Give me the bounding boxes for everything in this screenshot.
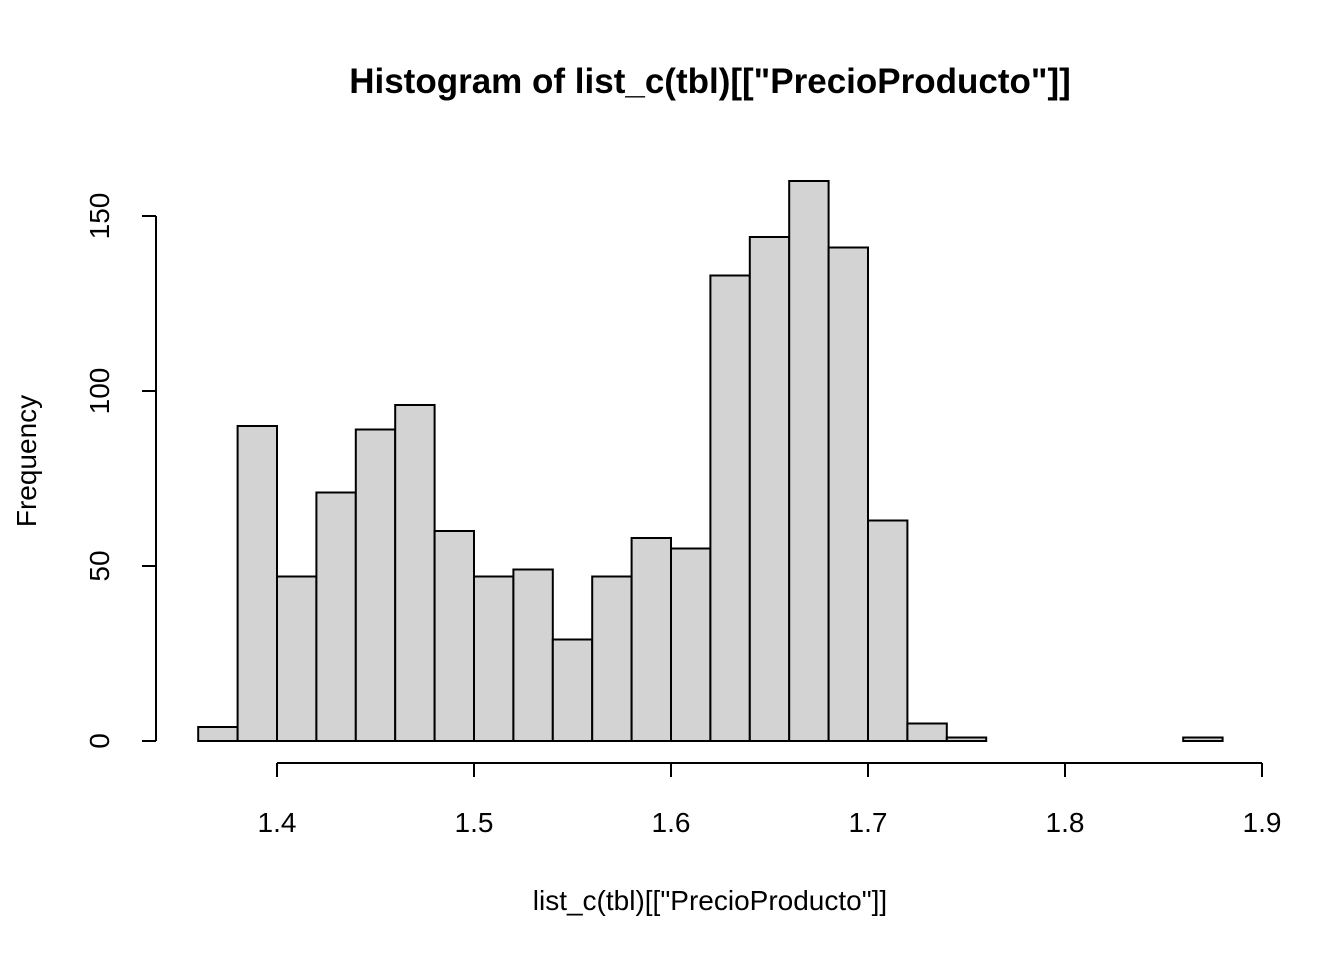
- x-axis-label: list_c(tbl)[["PrecioProducto"]]: [533, 885, 887, 916]
- x-tick-label: 1.6: [652, 807, 691, 838]
- histogram-bar: [276, 575, 318, 742]
- histogram-bar: [315, 491, 357, 742]
- histogram-bar: [630, 537, 672, 742]
- histogram-bar: [906, 722, 948, 742]
- x-tick-label: 1.5: [455, 807, 494, 838]
- histogram-bar: [591, 575, 633, 742]
- histogram-bar: [788, 180, 830, 742]
- x-tick-label: 1.7: [849, 807, 888, 838]
- histogram-bar: [551, 638, 594, 742]
- histogram-bar: [709, 274, 751, 742]
- histogram-bar: [197, 726, 239, 742]
- x-tick-label: 1.8: [1046, 807, 1085, 838]
- y-tick-label: 150: [84, 193, 115, 240]
- histogram-bar: [1182, 736, 1224, 742]
- histogram-bar: [394, 404, 436, 742]
- histogram-bar: [670, 547, 712, 742]
- histogram-bar: [867, 519, 909, 742]
- bars-group: [197, 180, 1224, 742]
- histogram-bar: [354, 428, 397, 742]
- y-tick-label: 100: [84, 368, 115, 415]
- histogram-bar: [473, 575, 515, 742]
- histogram-bar: [748, 236, 791, 742]
- y-axis-label: Frequency: [11, 395, 42, 527]
- histogram-bar: [236, 425, 279, 742]
- histogram-bar: [433, 530, 476, 742]
- y-axis: 0 50 100 150: [84, 193, 157, 749]
- x-axis: 1.4 1.5 1.6 1.7 1.8 1.9: [258, 762, 1282, 838]
- y-tick-label: 50: [84, 550, 115, 581]
- chart-title: Histogram of list_c(tbl)[["PrecioProduct…: [349, 62, 1071, 101]
- y-tick-label: 0: [84, 733, 115, 749]
- x-tick-label: 1.9: [1243, 807, 1282, 838]
- histogram-bar: [945, 736, 988, 742]
- histogram-bar: [512, 568, 554, 742]
- x-tick-label: 1.4: [258, 807, 297, 838]
- histogram-bar: [827, 246, 869, 742]
